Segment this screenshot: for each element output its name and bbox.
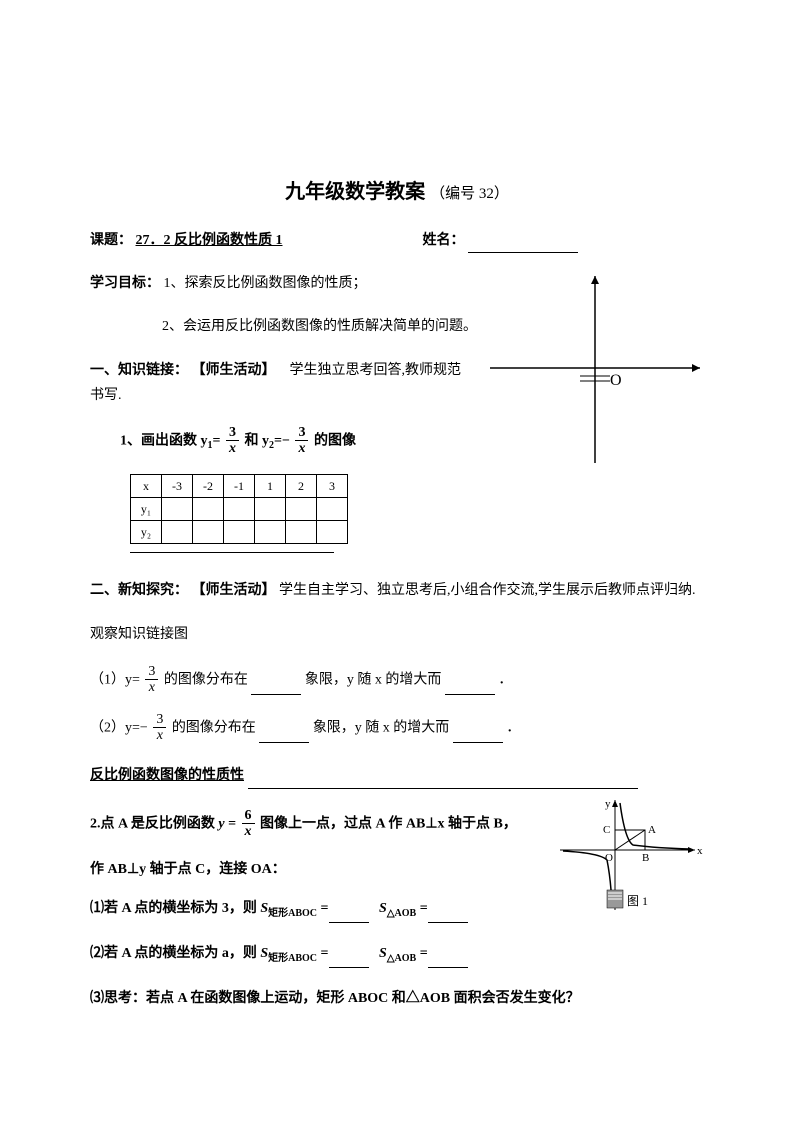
blank [453,727,503,743]
q2-num: 3 [153,713,166,728]
property-line: 反比例函数图像的性质性 [90,763,704,788]
data-table: x -3 -2 -1 1 2 3 y₁ y₂ [130,474,348,544]
q2-den: x [153,728,166,743]
frac-2-num: 3 [295,426,308,441]
section-2-label: 二、新知探究： [90,583,188,598]
q1-num: 3 [145,665,158,680]
p2q2-prefix: ⑵若 A 点的横坐标为 a，则 [90,946,257,961]
q1-frac: 3 x [145,665,158,695]
fig1-o-label: O [605,852,613,864]
frac-1-den: x [226,441,239,456]
title-main: 九年级数学教案 [285,181,425,203]
blank [248,772,638,788]
axis-origin-label: O [610,372,622,389]
p2q1-rect: 矩形ABOC [268,908,317,919]
q2-mid1: 的图像分布在 [172,721,256,736]
q1-den: x [145,680,158,695]
frac-2-den: x [295,441,308,456]
fig1-b-label: B [642,852,649,864]
blank [329,907,369,923]
p2q1-s2: S [379,901,387,916]
fig1-a-label: A [648,824,656,836]
goal-2: 2、会运用反比例函数图像的性质解决简单的问题。 [162,319,477,334]
section-1-activity: 【师生活动】 [192,363,276,378]
topic-value: 27．2 反比例函数性质 1 [136,228,336,253]
figure-1: y x A B C O 图 1 [555,795,705,930]
draw-mid: 和 y [244,433,269,448]
p2-line1: 2.点 A 是反比例函数 y = 6 x 图像上一点，过点 A 作 AB⊥x 轴… [90,809,550,839]
table-cell: -1 [224,475,255,498]
blank [329,951,369,967]
draw-suffix: 的图像 [314,433,356,448]
table-underline [130,552,334,554]
table-y1-label: y₁ [131,498,162,521]
frac-1: 3 x [226,426,239,456]
blank [428,951,468,967]
q2-end: ． [506,721,520,736]
fig1-c-label: C [603,824,610,836]
section-1-line: 一、知识链接： 【师生活动】 学生独立思考回答,教师规范书写. [90,358,470,408]
p2-y: y [218,816,224,831]
goal-label: 学习目标： [90,276,160,291]
topic-line: 课题： 27．2 反比例函数性质 1 姓名： [90,228,704,253]
table-cell: 1 [255,475,286,498]
p2-num: 6 [242,809,255,824]
q1-line: （1）y= 3 x 的图像分布在 象限，y 随 x 的增大而 ． [90,665,704,695]
table-y2-label: y₂ [131,521,162,544]
title-sub: （编号 32） [430,186,509,202]
section-2-activity: 【师生活动】 [192,583,276,598]
p2-frac: 6 x [242,809,255,839]
q1-end: ． [498,672,512,687]
table-cell: -3 [162,475,193,498]
blank [428,907,468,923]
table-row: x -3 -2 -1 1 2 3 [131,475,348,498]
p2q1-s1: S [260,901,268,916]
p2-suffix: 图像上一点，过点 A 作 AB⊥x 轴于点 B， [260,816,517,831]
table-row: y₂ [131,521,348,544]
q1-mid1: 的图像分布在 [164,672,248,687]
table-cell: 2 [286,475,317,498]
frac-1-num: 3 [226,426,239,441]
blank [445,679,495,695]
table-row: y₁ [131,498,348,521]
p2-prefix: 2.点 A 是反比例函数 [90,816,218,831]
q2-mid2: 象限，y 随 x 的增大而 [313,721,450,736]
section-2-text: 学生自主学习、独立思考后,小组合作交流,学生展示后教师点评归纳. [279,583,696,598]
p2q3-line: ⑶思考：若点 A 在函数图像上运动，矩形 ABOC 和△AOB 面积会否发生变化… [90,986,704,1011]
goal-1: 1、探索反比例函数图像的性质； [164,276,367,291]
fig1-y-label: y [605,798,611,810]
topic-label: 课题： [90,233,132,248]
q2-line: （2）y=− 3 x 的图像分布在 象限，y 随 x 的增大而 ． [90,713,704,743]
section-2-line: 二、新知探究： 【师生活动】 学生自主学习、独立思考后,小组合作交流,学生展示后… [90,578,704,603]
blank [259,727,309,743]
axes-figure: O [480,268,710,468]
table-cell: 3 [317,475,348,498]
name-blank [468,237,578,253]
section-1-label: 一、知识链接： [90,363,188,378]
q2-prefix: （2）y= [90,721,140,736]
property-label: 反比例函数图像的性质性 [90,763,244,788]
p2q1-tri: △AOB [387,908,416,919]
table-x-label: x [131,475,162,498]
fig1-caption: 图 1 [627,894,648,908]
q1-prefix: （1）y= [90,672,140,687]
p2q1-prefix: ⑴若 A 点的横坐标为 3，则 [90,901,257,916]
draw-prefix: 1、画出函数 y [120,433,208,448]
q2-frac: 3 x [153,713,166,743]
p2-eq: = [228,816,236,831]
blank [251,679,301,695]
p2-den: x [242,824,255,839]
p2q2-line: ⑵若 A 点的横坐标为 a，则 S矩形ABOC = S△AOB = [90,941,704,968]
observe-line: 观察知识链接图 [90,622,704,647]
page-title: 九年级数学教案 （编号 32） [90,175,704,204]
fig1-x-label: x [697,845,703,857]
name-label: 姓名： [423,233,465,248]
q1-mid2: 象限，y 随 x 的增大而 [305,672,442,687]
frac-2: 3 x [295,426,308,456]
table-cell: -2 [193,475,224,498]
